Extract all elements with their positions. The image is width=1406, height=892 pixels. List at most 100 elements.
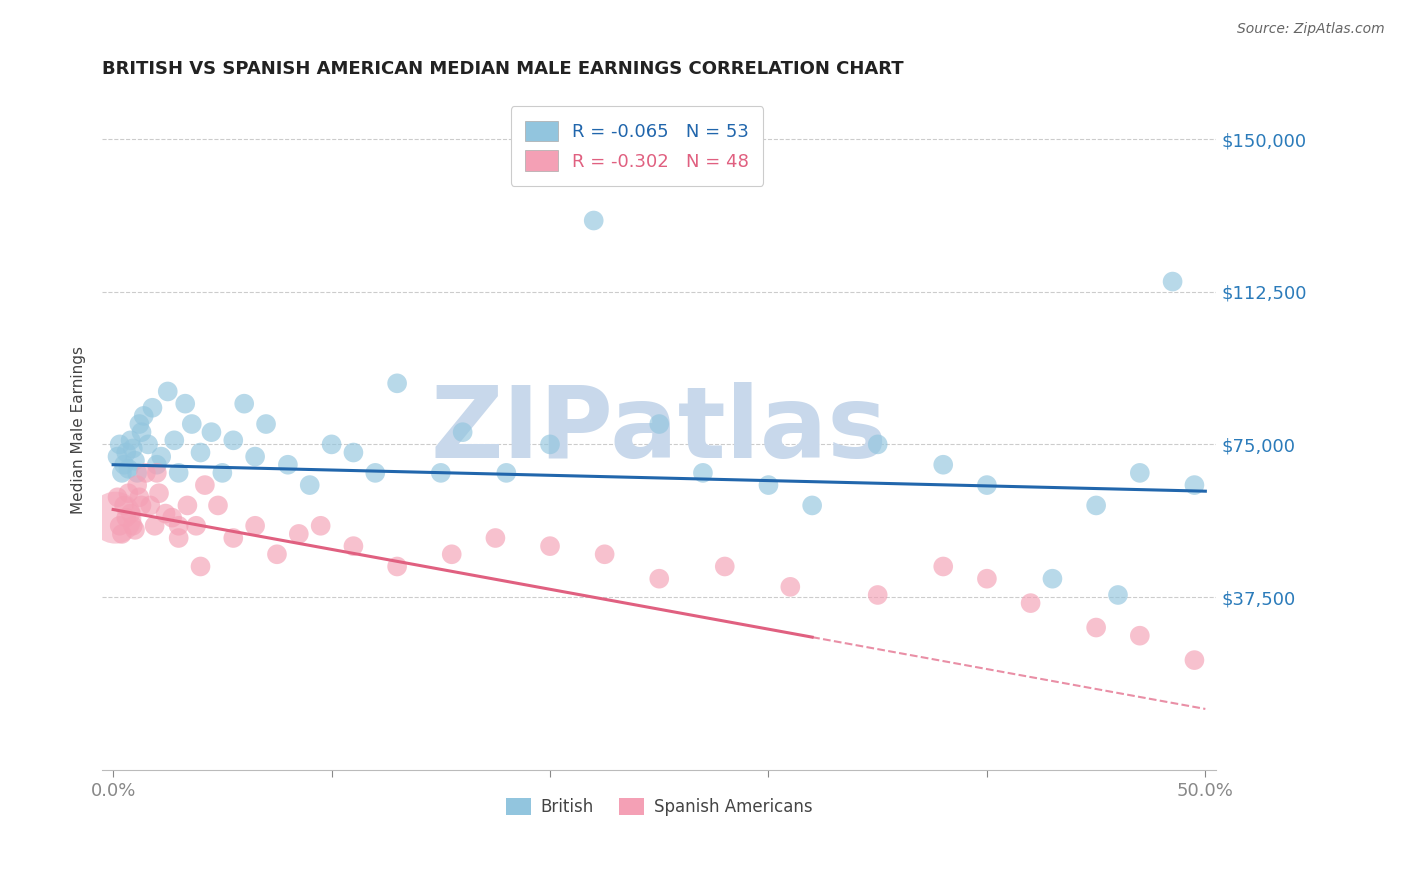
Point	[112, 499, 135, 513]
Point	[115, 445, 138, 459]
Point	[222, 434, 245, 448]
Point	[342, 539, 364, 553]
Point	[155, 507, 177, 521]
Point	[115, 510, 138, 524]
Point	[167, 466, 190, 480]
Point	[538, 437, 561, 451]
Point	[156, 384, 179, 399]
Point	[976, 478, 998, 492]
Point	[121, 442, 143, 456]
Point	[440, 547, 463, 561]
Legend: British, Spanish Americans: British, Spanish Americans	[499, 791, 820, 822]
Point	[1019, 596, 1042, 610]
Text: BRITISH VS SPANISH AMERICAN MEDIAN MALE EARNINGS CORRELATION CHART: BRITISH VS SPANISH AMERICAN MEDIAN MALE …	[103, 60, 904, 78]
Point	[298, 478, 321, 492]
Point	[112, 458, 135, 472]
Point	[190, 445, 212, 459]
Point	[190, 559, 212, 574]
Point	[163, 434, 186, 448]
Point	[713, 559, 735, 574]
Point	[200, 425, 222, 439]
Point	[1129, 466, 1152, 480]
Point	[484, 531, 506, 545]
Point	[866, 588, 889, 602]
Point	[104, 510, 127, 524]
Point	[194, 478, 217, 492]
Point	[866, 437, 889, 451]
Point	[135, 466, 157, 480]
Point	[779, 580, 801, 594]
Point	[148, 486, 170, 500]
Point	[136, 437, 159, 451]
Point	[266, 547, 288, 561]
Point	[976, 572, 998, 586]
Point	[932, 458, 955, 472]
Point	[120, 507, 142, 521]
Point	[243, 450, 266, 464]
Point	[127, 478, 149, 492]
Point	[111, 466, 134, 480]
Point	[121, 518, 143, 533]
Point	[451, 425, 474, 439]
Point	[364, 466, 387, 480]
Point	[222, 531, 245, 545]
Point	[176, 499, 198, 513]
Point	[107, 450, 129, 464]
Point	[243, 518, 266, 533]
Point	[321, 437, 343, 451]
Point	[124, 453, 146, 467]
Point	[1042, 572, 1064, 586]
Point	[111, 527, 134, 541]
Point	[254, 417, 277, 431]
Point	[593, 547, 616, 561]
Point	[1085, 621, 1108, 635]
Point	[128, 491, 150, 505]
Point	[128, 417, 150, 431]
Point	[211, 466, 233, 480]
Point	[124, 523, 146, 537]
Point	[1107, 588, 1129, 602]
Point	[108, 518, 131, 533]
Point	[174, 397, 197, 411]
Point	[107, 491, 129, 505]
Point	[758, 478, 780, 492]
Point	[141, 401, 163, 415]
Text: ZIPatlas: ZIPatlas	[430, 382, 887, 479]
Point	[342, 445, 364, 459]
Point	[127, 466, 149, 480]
Point	[120, 434, 142, 448]
Point	[180, 417, 202, 431]
Point	[1161, 275, 1184, 289]
Point	[131, 499, 153, 513]
Point	[117, 462, 139, 476]
Point	[139, 499, 162, 513]
Point	[150, 450, 173, 464]
Y-axis label: Median Male Earnings: Median Male Earnings	[72, 346, 86, 514]
Point	[146, 458, 169, 472]
Point	[538, 539, 561, 553]
Point	[932, 559, 955, 574]
Point	[277, 458, 299, 472]
Point	[131, 425, 153, 439]
Point	[186, 518, 208, 533]
Point	[692, 466, 714, 480]
Point	[160, 510, 183, 524]
Point	[648, 572, 671, 586]
Point	[117, 486, 139, 500]
Text: Source: ZipAtlas.com: Source: ZipAtlas.com	[1237, 22, 1385, 37]
Point	[801, 499, 824, 513]
Point	[167, 518, 190, 533]
Point	[167, 531, 190, 545]
Point	[1184, 653, 1206, 667]
Point	[309, 518, 332, 533]
Point	[1085, 499, 1108, 513]
Point	[132, 409, 155, 423]
Point	[108, 437, 131, 451]
Point	[495, 466, 517, 480]
Point	[143, 518, 166, 533]
Point	[385, 559, 408, 574]
Point	[430, 466, 453, 480]
Point	[146, 466, 169, 480]
Point	[288, 527, 311, 541]
Point	[233, 397, 256, 411]
